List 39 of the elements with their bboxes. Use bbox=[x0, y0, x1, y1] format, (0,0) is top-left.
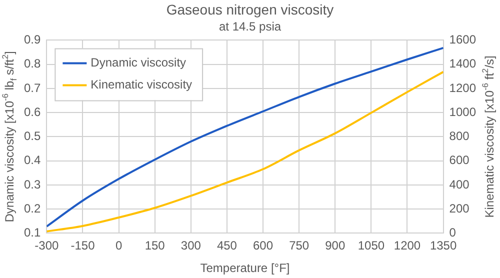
legend-label: Dynamic viscosity bbox=[90, 56, 186, 70]
y2-tick-label: 1600 bbox=[449, 32, 476, 47]
line-series bbox=[46, 70, 444, 232]
y-tick-label: 0.9 bbox=[24, 32, 41, 47]
y2-axis-title: Kinematic viscosity [x10-6 ft2/s] bbox=[480, 56, 496, 218]
y-tick-label: 0.1 bbox=[24, 226, 41, 240]
line-series bbox=[46, 46, 444, 228]
chart-subtitle: at 14.5 psia bbox=[218, 19, 282, 34]
x-tick-label: 0 bbox=[115, 238, 122, 253]
y2-tick-label: 1000 bbox=[449, 104, 476, 119]
y-tick-label: 0.3 bbox=[24, 177, 41, 192]
y2-tick-label: 0 bbox=[449, 226, 456, 240]
x-tick-label: -150 bbox=[70, 238, 96, 253]
chart-title: Gaseous nitrogen viscosity bbox=[166, 1, 334, 18]
y-tick-label: 0.4 bbox=[24, 153, 41, 168]
x-tick-label: 450 bbox=[216, 238, 238, 253]
y2-tick-label: 1200 bbox=[449, 80, 476, 95]
x-tick-label: 1350 bbox=[430, 238, 457, 253]
x-tick-label: 600 bbox=[253, 238, 274, 253]
x-tick-label: 1050 bbox=[358, 238, 385, 253]
y2-tick-label: 400 bbox=[449, 177, 470, 192]
y-tick-label: 0.7 bbox=[24, 80, 41, 95]
x-tick-label: -300 bbox=[34, 238, 60, 253]
x-axis-title: Temperature [°F] bbox=[200, 261, 290, 276]
x-tick-label: 900 bbox=[325, 238, 346, 253]
y-tick-label: 0.5 bbox=[24, 129, 41, 144]
y-axis-title: Dynamic viscosity [x10-6 lbf s/ft2] bbox=[0, 51, 19, 222]
y2-tick-label: 1400 bbox=[449, 56, 476, 71]
y-tick-label: 0.2 bbox=[24, 201, 41, 216]
x-tick-label: 150 bbox=[144, 238, 166, 253]
y-tick-label: 0.8 bbox=[24, 56, 41, 71]
y-tick-label: 0.6 bbox=[24, 104, 41, 119]
x-tick-label: 300 bbox=[180, 238, 202, 253]
x-tick-label: 750 bbox=[289, 238, 310, 253]
legend-label: Kinematic viscosity bbox=[90, 78, 192, 92]
y2-tick-label: 800 bbox=[449, 129, 470, 144]
x-tick-label: 1200 bbox=[394, 238, 421, 253]
y2-tick-label: 200 bbox=[449, 201, 470, 216]
y2-tick-label: 600 bbox=[449, 153, 470, 168]
